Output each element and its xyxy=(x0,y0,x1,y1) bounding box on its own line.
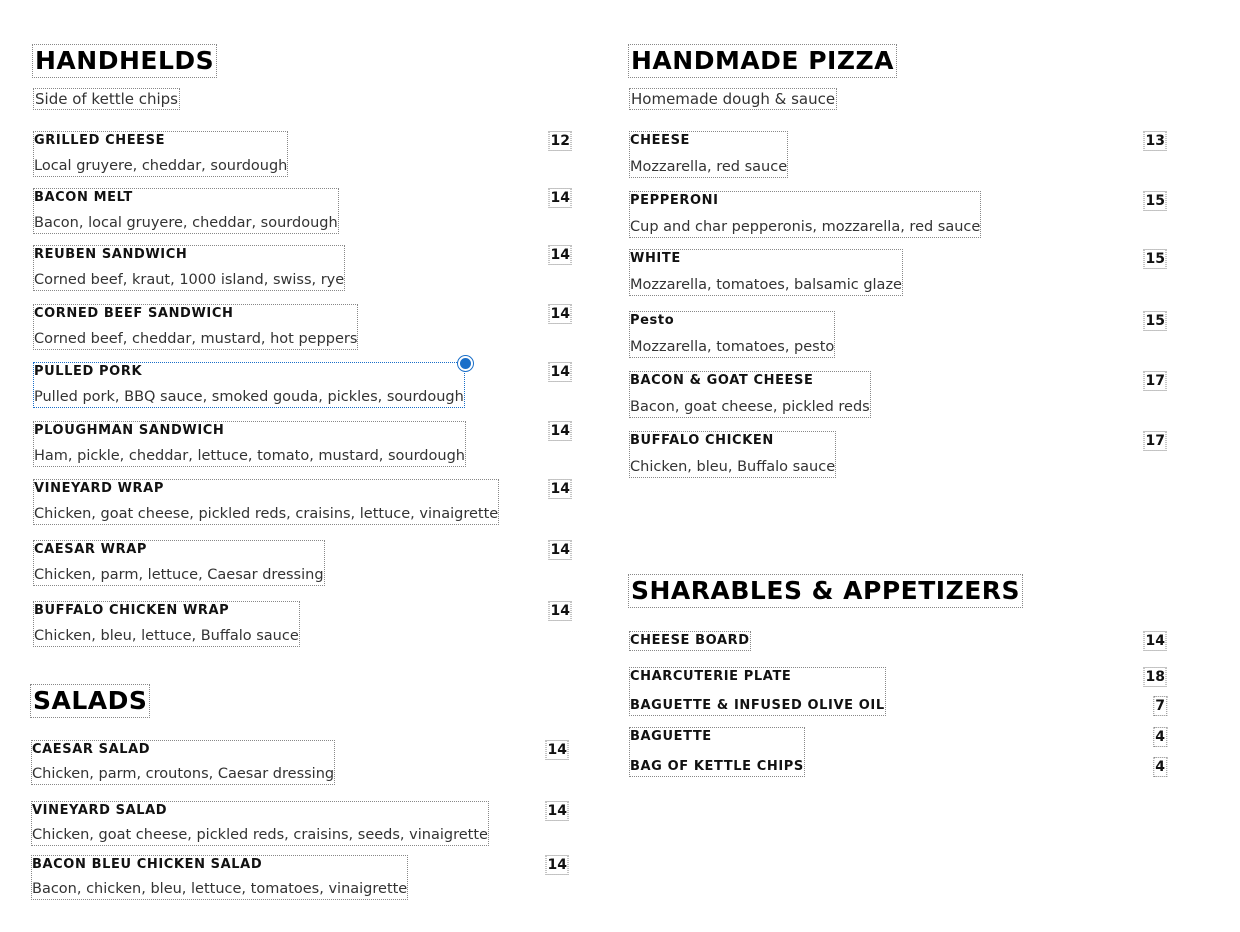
menu-item-price[interactable]: 14 xyxy=(548,421,572,441)
menu-item-description[interactable]: Pulled pork, BBQ sauce, smoked gouda, pi… xyxy=(34,389,464,405)
menu-item-price[interactable]: 14 xyxy=(548,245,572,265)
rotate-handle-icon[interactable] xyxy=(457,356,473,371)
menu-item-description[interactable]: Chicken, parm, croutons, Caesar dressing xyxy=(32,766,335,782)
menu-item-name[interactable]: WHITE xyxy=(630,251,681,266)
section-title[interactable]: HANDMADE PIZZA xyxy=(628,44,897,78)
menu-item-name[interactable]: CHARCUTERIE PLATE xyxy=(630,669,792,684)
menu-item-price[interactable]: 17 xyxy=(1143,431,1167,451)
menu-item-name[interactable]: BUFFALO CHICKEN xyxy=(630,433,774,448)
text-box[interactable] xyxy=(629,727,805,777)
menu-item-name[interactable]: VINEYARD WRAP xyxy=(34,481,164,496)
text-box[interactable] xyxy=(31,855,409,900)
menu-item-description[interactable]: Chicken, parm, lettuce, Caesar dressing xyxy=(34,567,324,583)
menu-item-description[interactable]: Chicken, goat cheese, pickled reds, crai… xyxy=(32,827,488,843)
menu-item-name[interactable]: PULLED PORK xyxy=(34,364,143,379)
menu-item-price[interactable]: 14 xyxy=(545,740,569,760)
menu-item-price[interactable]: 12 xyxy=(548,131,572,151)
section-title[interactable]: SALADS xyxy=(30,684,151,718)
menu-item-name[interactable]: REUBEN SANDWICH xyxy=(34,247,188,262)
text-box[interactable] xyxy=(33,304,359,350)
menu-item-name[interactable]: BUFFALO CHICKEN WRAP xyxy=(34,603,230,618)
selected-text-box[interactable] xyxy=(33,362,465,408)
menu-item-name[interactable]: CHEESE xyxy=(630,133,691,148)
menu-item-name[interactable]: BAGUETTE & INFUSED OLIVE OIL xyxy=(630,698,885,713)
menu-item-name[interactable]: CAESAR WRAP xyxy=(34,542,147,557)
text-box[interactable] xyxy=(629,431,837,478)
menu-item-name[interactable]: BACON MELT xyxy=(34,190,133,205)
menu-item-price[interactable]: 14 xyxy=(548,362,572,382)
menu-item-description[interactable]: Cup and char pepperonis, mozzarella, red… xyxy=(630,219,981,235)
text-box[interactable] xyxy=(629,191,982,238)
menu-item-name[interactable]: PLOUGHMAN SANDWICH xyxy=(34,423,225,438)
menu-item-price[interactable]: 14 xyxy=(548,540,572,560)
text-box[interactable] xyxy=(629,371,871,418)
menu-item-price[interactable]: 14 xyxy=(545,855,569,875)
menu-item-description[interactable]: Corned beef, cheddar, mustard, hot peppe… xyxy=(34,331,358,347)
menu-item-price[interactable]: 14 xyxy=(548,188,572,208)
text-box[interactable] xyxy=(33,479,500,525)
section-subtitle[interactable]: Side of kettle chips xyxy=(33,88,180,110)
text-box[interactable] xyxy=(31,740,336,785)
menu-item-description[interactable]: Bacon, goat cheese, pickled reds xyxy=(630,399,870,415)
text-box[interactable] xyxy=(629,631,751,651)
menu-item-name[interactable]: BACON & GOAT CHEESE xyxy=(630,373,814,388)
menu-item-price[interactable]: 15 xyxy=(1143,249,1167,269)
text-box[interactable] xyxy=(33,601,300,647)
menu-item-name[interactable]: CHEESE BOARD xyxy=(630,633,750,648)
menu-item-name[interactable]: VINEYARD SALAD xyxy=(32,803,168,818)
text-box[interactable] xyxy=(33,540,325,586)
text-box[interactable] xyxy=(33,131,289,177)
menu-item-name[interactable]: PEPPERONI xyxy=(630,193,719,208)
menu-item-description[interactable]: Mozzarella, red sauce xyxy=(630,159,788,175)
section-subtitle[interactable]: Homemade dough & sauce xyxy=(629,88,838,110)
menu-item-name[interactable]: CORNED BEEF SANDWICH xyxy=(34,306,234,321)
menu-item-description[interactable]: Corned beef, kraut, 1000 island, swiss, … xyxy=(34,272,345,288)
menu-item-price[interactable]: 17 xyxy=(1143,371,1167,391)
menu-item-description[interactable]: Local gruyere, cheddar, sourdough xyxy=(34,158,288,174)
text-box[interactable] xyxy=(33,245,346,291)
menu-item-description[interactable]: Mozzarella, tomatoes, pesto xyxy=(630,339,835,355)
menu-item-description[interactable]: Chicken, goat cheese, pickled reds, crai… xyxy=(34,506,499,522)
menu-item-name[interactable]: BACON BLEU CHICKEN SALAD xyxy=(32,857,263,872)
menu-item-price[interactable]: 14 xyxy=(548,304,572,324)
text-box[interactable] xyxy=(629,667,886,716)
menu-item-price[interactable]: 13 xyxy=(1143,131,1167,151)
menu-item-price[interactable]: 14 xyxy=(548,601,572,621)
menu-item-price[interactable]: 14 xyxy=(1143,631,1167,651)
menu-item-price[interactable]: 14 xyxy=(548,479,572,499)
text-box[interactable] xyxy=(33,421,466,467)
menu-item-name[interactable]: BAGUETTE xyxy=(630,729,712,744)
menu-item-price[interactable]: 15 xyxy=(1143,311,1167,331)
menu-item-description[interactable]: Chicken, bleu, lettuce, Buffalo sauce xyxy=(34,628,299,644)
text-box[interactable] xyxy=(629,311,836,358)
text-box[interactable] xyxy=(31,801,489,846)
menu-item-description[interactable]: Bacon, local gruyere, cheddar, sourdough xyxy=(34,215,338,231)
text-box[interactable] xyxy=(33,188,339,234)
section-title[interactable]: HANDHELDS xyxy=(32,44,218,78)
menu-item-name[interactable]: GRILLED CHEESE xyxy=(34,133,166,148)
menu-item-price[interactable]: 15 xyxy=(1143,191,1167,211)
menu-item-description[interactable]: Chicken, bleu, Buffalo sauce xyxy=(630,459,836,475)
menu-item-description[interactable]: Mozzarella, tomatoes, balsamic glaze xyxy=(630,277,902,293)
menu-item-price[interactable]: 18 xyxy=(1143,667,1167,687)
menu-item-price[interactable]: 14 xyxy=(545,801,569,821)
menu-item-price[interactable]: 4 xyxy=(1153,757,1167,777)
menu-item-description[interactable]: Ham, pickle, cheddar, lettuce, tomato, m… xyxy=(34,448,465,464)
menu-item-name[interactable]: BAG OF KETTLE CHIPS xyxy=(630,759,804,774)
menu-item-name[interactable]: Pesto xyxy=(630,313,675,328)
section-title[interactable]: SHARABLES & APPETIZERS xyxy=(628,574,1024,608)
menu-item-description[interactable]: Bacon, chicken, bleu, lettuce, tomatoes,… xyxy=(32,881,408,897)
menu-item-price[interactable]: 7 xyxy=(1153,696,1167,716)
menu-item-price[interactable]: 4 xyxy=(1153,727,1167,747)
menu-item-name[interactable]: CAESAR SALAD xyxy=(32,742,151,757)
text-box[interactable] xyxy=(629,249,903,296)
text-box[interactable] xyxy=(629,131,789,178)
